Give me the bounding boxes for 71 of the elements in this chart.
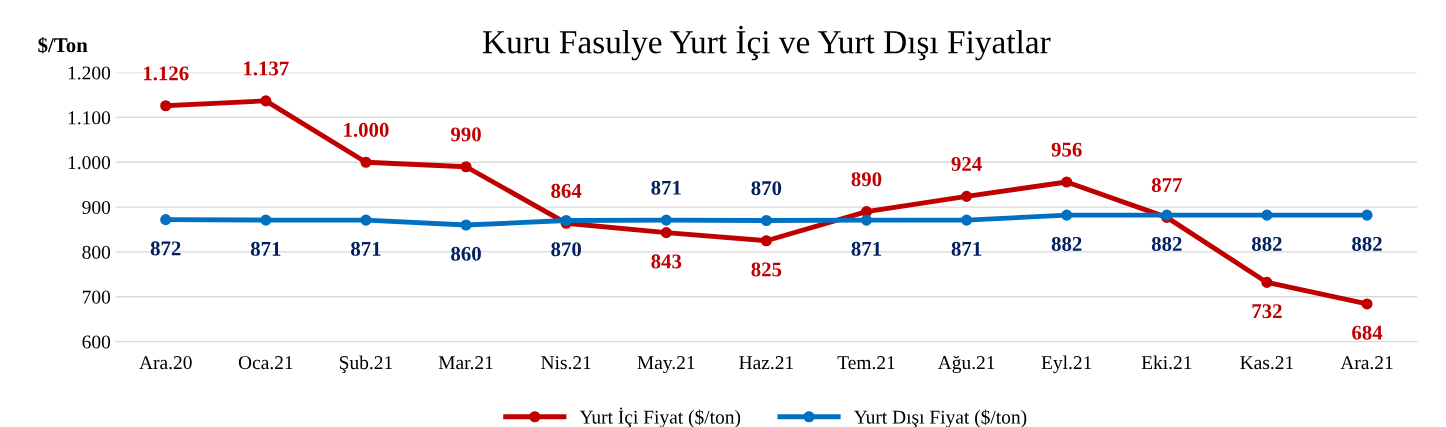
point: [460, 161, 472, 173]
point: [961, 214, 973, 226]
y-tick-label: 800: [82, 245, 111, 259]
point: [1261, 209, 1273, 221]
point: [460, 219, 472, 231]
data-label: 871: [250, 241, 281, 256]
data-label: 882: [1151, 236, 1182, 251]
x-tick-label: Eki.21: [1141, 355, 1192, 370]
point: [260, 214, 272, 226]
y-tick-label: 600: [82, 335, 111, 349]
data-label: 882: [1051, 236, 1082, 251]
x-tick-label: May.21: [637, 356, 695, 374]
chart-title: Kuru Fasulye Yurt İçi ve Yurt Dışı Fiyatlar: [483, 25, 1051, 61]
point: [660, 227, 672, 239]
point: [1361, 298, 1373, 310]
data-label: 872: [150, 241, 181, 256]
data-label: 864: [551, 183, 582, 198]
x-tick-label: Ara.20: [139, 356, 192, 370]
point: [360, 214, 372, 226]
x-tick-label: Tem.21: [837, 356, 895, 370]
point: [160, 100, 172, 112]
legend-label: Yurt Dışı Fiyat ($/ton): [853, 409, 1027, 427]
data-label: 890: [851, 172, 882, 187]
point: [961, 190, 973, 202]
point: [160, 214, 172, 226]
data-label: 825: [751, 262, 782, 277]
data-label: 990: [451, 127, 481, 142]
data-label: 877: [1151, 178, 1182, 193]
point: [360, 156, 372, 168]
point: [860, 214, 873, 226]
data-label: 732: [1252, 304, 1282, 319]
y-tick-label: 1.000: [68, 156, 111, 170]
y-tick-label: 700: [82, 290, 111, 304]
y-tick-label: 900: [82, 200, 111, 215]
point: [760, 214, 772, 227]
point: [1061, 209, 1073, 221]
data-label: 871: [351, 241, 381, 256]
point: [1061, 176, 1073, 188]
data-label: 1.126: [143, 66, 189, 81]
data-label: 870: [551, 242, 581, 257]
y-tick-label: 1.100: [68, 111, 111, 125]
point: [660, 214, 672, 226]
data-label: 871: [951, 241, 982, 256]
data-label: 1.000: [344, 122, 389, 138]
data-label: 871: [851, 241, 882, 256]
data-label: 956: [1051, 142, 1082, 157]
data-label: 684: [1352, 325, 1383, 340]
data-label: 843: [651, 254, 682, 269]
data-label: 882: [1251, 236, 1282, 251]
x-tick-label: Oca.21: [238, 356, 293, 370]
data-label: 924: [951, 156, 982, 171]
y-axis-title: $/Ton: [38, 36, 88, 54]
x-tick-label: Haz.21: [739, 356, 794, 370]
x-tick-label: Mar.21: [438, 356, 493, 370]
point: [1261, 276, 1273, 288]
data-label: 882: [1352, 236, 1382, 251]
point: [1361, 209, 1373, 221]
x-tick-label: Şub.21: [339, 355, 393, 374]
data-label: 871: [651, 180, 681, 195]
data-label: 870: [751, 181, 782, 196]
y-tick-label: 1.200: [68, 66, 111, 80]
point: [760, 235, 772, 247]
data-label: 1.137: [244, 61, 289, 76]
data-label: 860: [451, 246, 481, 261]
x-tick-label: Eyl.21: [1041, 355, 1092, 374]
x-tick-label: Ara.21: [1340, 356, 1393, 370]
x-tick-label: Ağu.21: [937, 355, 995, 374]
x-tick-label: Nis.21: [541, 356, 591, 370]
point: [260, 95, 272, 107]
x-tick-label: Kas.21: [1240, 356, 1294, 370]
legend-label: Yurt İçi Fiyat ($/ton): [579, 407, 741, 427]
